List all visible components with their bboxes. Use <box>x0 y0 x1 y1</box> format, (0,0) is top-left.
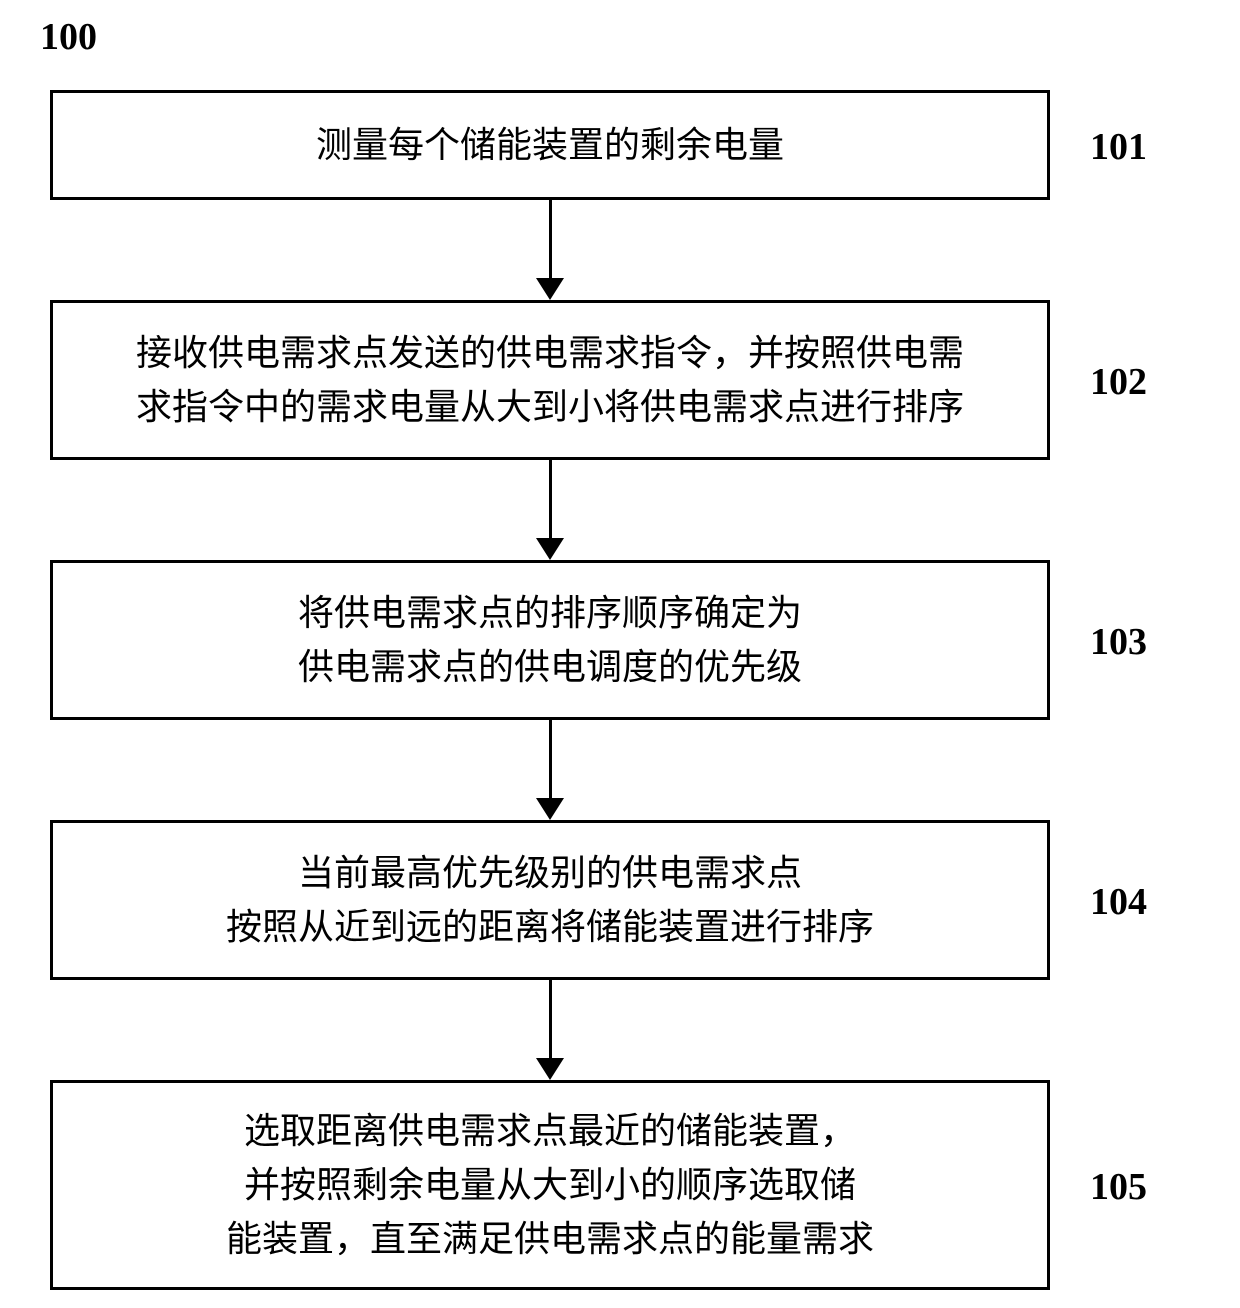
step-text-line: 测量每个储能装置的剩余电量 <box>316 118 784 172</box>
step-text-line: 按照从近到远的距离将储能装置进行排序 <box>226 900 874 954</box>
flowchart-container: 100 测量每个储能装置的剩余电量 101 接收供电需求点发送的供电需求指令，并按照供… <box>0 0 1240 1308</box>
step-text: 测量每个储能装置的剩余电量 <box>316 118 784 172</box>
figure-number-label: 100 <box>40 15 97 59</box>
step-text-line: 将供电需求点的排序顺序确定为 <box>298 586 802 640</box>
flowchart-step-box: 当前最高优先级别的供电需求点按照从近到远的距离将储能装置进行排序 <box>50 820 1050 980</box>
step-number-label: 103 <box>1090 620 1147 664</box>
step-text: 当前最高优先级别的供电需求点按照从近到远的距离将储能装置进行排序 <box>226 846 874 954</box>
step-number-label: 102 <box>1090 360 1147 404</box>
arrow-head-icon <box>536 538 564 560</box>
flowchart-step-box: 将供电需求点的排序顺序确定为供电需求点的供电调度的优先级 <box>50 560 1050 720</box>
step-number-label: 105 <box>1090 1165 1147 1209</box>
step-text: 将供电需求点的排序顺序确定为供电需求点的供电调度的优先级 <box>298 586 802 694</box>
arrow-head-icon <box>536 798 564 820</box>
step-text-line: 并按照剩余电量从大到小的顺序选取储 <box>226 1158 874 1212</box>
step-text: 选取距离供电需求点最近的储能装置，并按照剩余电量从大到小的顺序选取储能装置，直至… <box>226 1104 874 1266</box>
step-text-line: 选取距离供电需求点最近的储能装置， <box>226 1104 874 1158</box>
step-text-line: 接收供电需求点发送的供电需求指令，并按照供电需 <box>136 326 964 380</box>
step-text-line: 供电需求点的供电调度的优先级 <box>298 640 802 694</box>
step-number-label: 104 <box>1090 880 1147 924</box>
arrow-line <box>549 720 552 798</box>
arrow-line <box>549 200 552 278</box>
arrow-line <box>549 460 552 538</box>
arrow-line <box>549 980 552 1058</box>
step-text-line: 能装置，直至满足供电需求点的能量需求 <box>226 1212 874 1266</box>
step-text: 接收供电需求点发送的供电需求指令，并按照供电需求指令中的需求电量从大到小将供电需… <box>136 326 964 434</box>
step-number-label: 101 <box>1090 125 1147 169</box>
step-text-line: 当前最高优先级别的供电需求点 <box>226 846 874 900</box>
step-text-line: 求指令中的需求电量从大到小将供电需求点进行排序 <box>136 380 964 434</box>
arrow-head-icon <box>536 278 564 300</box>
flowchart-step-box: 接收供电需求点发送的供电需求指令，并按照供电需求指令中的需求电量从大到小将供电需… <box>50 300 1050 460</box>
flowchart-step-box: 测量每个储能装置的剩余电量 <box>50 90 1050 200</box>
flowchart-step-box: 选取距离供电需求点最近的储能装置，并按照剩余电量从大到小的顺序选取储能装置，直至… <box>50 1080 1050 1290</box>
arrow-head-icon <box>536 1058 564 1080</box>
